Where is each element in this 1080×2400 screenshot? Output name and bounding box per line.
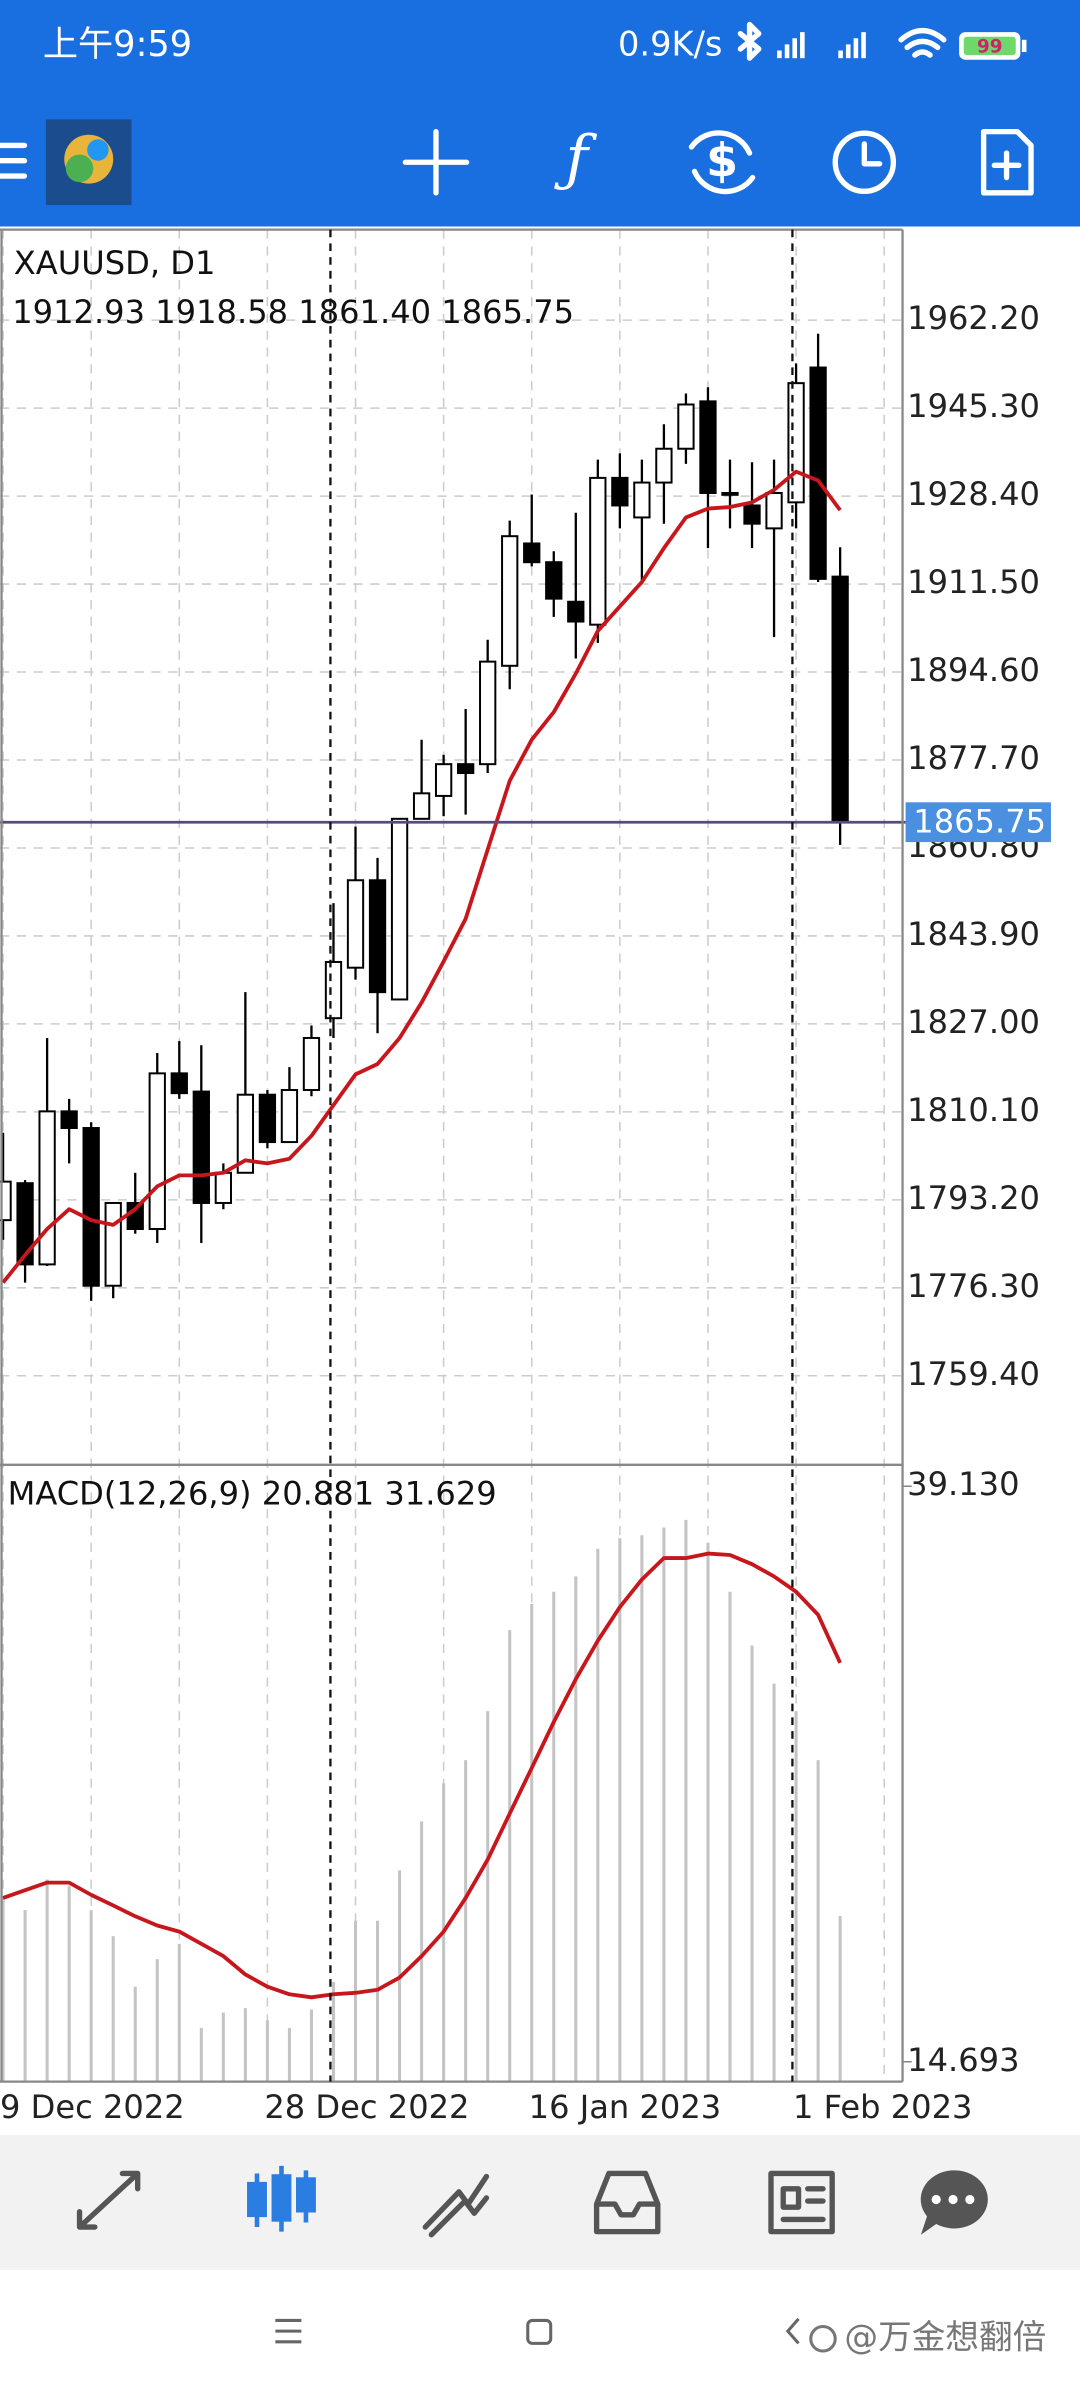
y-tick-label: 39.130 xyxy=(907,1465,1019,1503)
candle-body xyxy=(611,476,629,507)
x-tick-label: 16 Jan 2023 xyxy=(529,2088,722,2126)
candle-body xyxy=(412,792,431,820)
nav-history[interactable] xyxy=(593,2170,661,2235)
candle-body xyxy=(567,600,585,623)
candle-body xyxy=(434,763,453,797)
current-price-label: 1865.75 xyxy=(913,803,1046,841)
x-tick-label: 9 Dec 2022 xyxy=(0,2088,185,2126)
macd-label: MACD(12,26,9) 20.881 31.629 xyxy=(8,1474,497,1512)
candle-body xyxy=(104,1201,122,1287)
watermark: @万金想翻倍 xyxy=(844,2317,1046,2356)
current-price-box xyxy=(905,802,1051,843)
candle-body xyxy=(16,1182,34,1266)
candle-body xyxy=(346,879,365,969)
menu-key[interactable] xyxy=(275,2318,302,2344)
ohlc-label: 1912.93 1918.58 1861.40 1865.75 xyxy=(12,293,574,331)
candle-body xyxy=(0,1180,12,1222)
candle-body xyxy=(787,382,805,504)
candle-body xyxy=(390,817,409,1001)
candle-body xyxy=(258,1093,277,1144)
y-tick-label: 1759.40 xyxy=(907,1355,1040,1393)
signal-line xyxy=(2,1551,842,2000)
nav-news[interactable] xyxy=(768,2170,835,2235)
nav-quotes[interactable] xyxy=(76,2170,141,2230)
y-tick-label: 1911.50 xyxy=(907,563,1040,601)
candle-body xyxy=(831,575,849,824)
candle-body xyxy=(38,1110,56,1266)
y-tick-label: 1877.70 xyxy=(907,739,1040,777)
candle-body xyxy=(677,403,695,450)
menu-button[interactable] xyxy=(0,142,28,179)
status-time: 上午9:59 xyxy=(43,24,192,65)
objects-button[interactable] xyxy=(980,128,1034,196)
candle-body xyxy=(214,1171,232,1204)
y-tick-label: 1827.00 xyxy=(907,1003,1040,1041)
nav-chat[interactable] xyxy=(920,2170,988,2235)
candle-body xyxy=(721,491,739,496)
y-tick-label: 1776.30 xyxy=(907,1267,1040,1305)
candle-body xyxy=(280,1089,299,1144)
ma-line xyxy=(1,469,842,1284)
candle-body xyxy=(655,447,673,484)
timeframe-button[interactable] xyxy=(832,130,897,195)
candle-body xyxy=(809,366,827,580)
y-tick-label: 1894.60 xyxy=(907,651,1040,689)
svg-text:$: $ xyxy=(706,133,738,187)
trade-button[interactable]: $ xyxy=(688,130,756,195)
candle-body xyxy=(302,1036,321,1092)
candle-body xyxy=(479,660,497,766)
y-tick-label: 1962.20 xyxy=(907,299,1040,337)
candle-body xyxy=(523,542,541,564)
candle-body xyxy=(501,535,519,667)
candle-body xyxy=(170,1072,188,1095)
candle-body xyxy=(60,1110,78,1130)
candle-body xyxy=(82,1127,100,1287)
candle-body xyxy=(192,1090,210,1204)
candle-body xyxy=(324,960,343,1020)
candle-body xyxy=(765,491,783,530)
status-speed: 0.9K/s xyxy=(618,24,722,63)
candle-body xyxy=(699,400,717,494)
y-tick-label: 1945.30 xyxy=(907,387,1040,425)
battery-level: 99 xyxy=(977,36,1003,57)
candle-body xyxy=(457,763,475,775)
candle-body xyxy=(743,504,761,525)
plot: 1962.20 1945.30 1928.40 1911.50 1894.60 1877.… xyxy=(0,229,1051,2082)
y-tick-label: 14.693 xyxy=(907,2041,1019,2079)
candle-body xyxy=(236,1093,255,1174)
status-icons xyxy=(737,21,1027,61)
symbol-label: XAUUSD, D1 xyxy=(14,244,216,282)
y-tick-label: 1843.90 xyxy=(907,915,1040,953)
home-key[interactable] xyxy=(526,2318,553,2345)
y-tick-label: 1928.40 xyxy=(907,475,1040,513)
candle-body xyxy=(545,561,563,600)
candle-body xyxy=(633,481,651,519)
x-tick-label: 28 Dec 2022 xyxy=(264,2088,469,2126)
candle-body xyxy=(148,1072,166,1230)
nav-chart[interactable] xyxy=(247,2165,316,2232)
x-tick-label: 1 Feb 2023 xyxy=(793,2088,972,2126)
y-tick-label: 1810.10 xyxy=(907,1091,1040,1129)
bottom-nav xyxy=(0,2135,1080,2270)
back-key[interactable] xyxy=(785,2317,800,2345)
candle-body xyxy=(589,476,607,626)
nav-trade[interactable] xyxy=(422,2173,490,2238)
candle-body xyxy=(368,879,387,994)
system-nav xyxy=(275,2317,837,2353)
crosshair-button[interactable] xyxy=(402,128,470,196)
y-tick-label: 1793.20 xyxy=(907,1179,1040,1217)
